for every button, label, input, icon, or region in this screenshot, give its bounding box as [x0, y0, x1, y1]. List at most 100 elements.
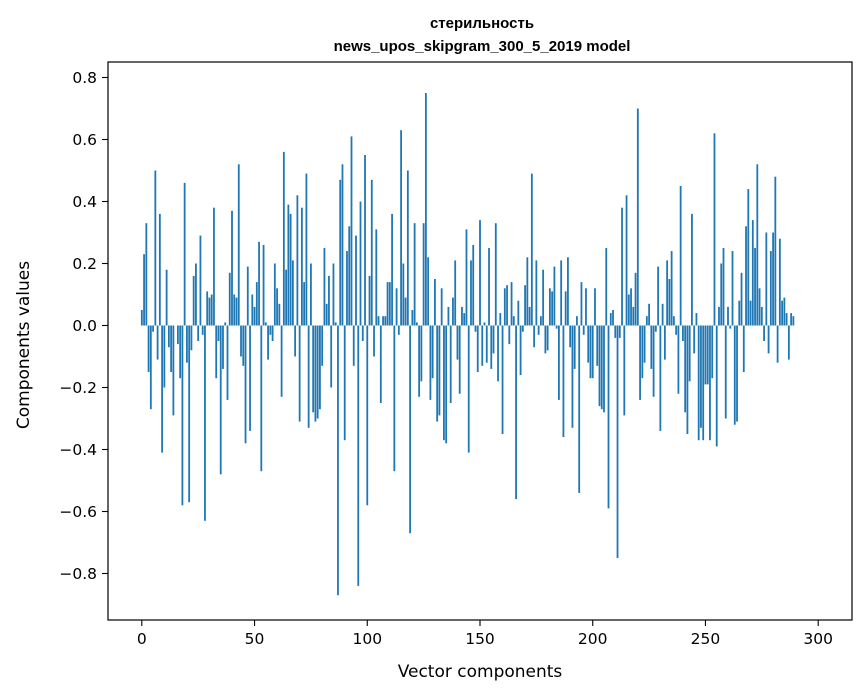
- bar: [409, 325, 412, 534]
- bar: [733, 325, 736, 425]
- bar: [643, 325, 646, 363]
- bar: [616, 325, 619, 558]
- bar: [427, 257, 430, 326]
- bar: [720, 263, 723, 326]
- bar: [695, 313, 698, 326]
- bar: [530, 173, 533, 326]
- bar: [526, 257, 529, 326]
- bar: [215, 325, 218, 379]
- bar: [431, 325, 434, 379]
- bar: [204, 325, 206, 521]
- bar: [488, 248, 490, 326]
- bar: [589, 325, 592, 379]
- bar: [542, 269, 545, 326]
- bar: [684, 325, 687, 413]
- bar: [226, 325, 229, 400]
- bar: [269, 325, 272, 335]
- bar: [152, 325, 154, 332]
- bar: [607, 325, 610, 509]
- bar: [296, 195, 299, 326]
- bar: [727, 306, 729, 326]
- bar: [278, 303, 281, 326]
- bar: [179, 325, 182, 379]
- bar: [751, 220, 754, 326]
- y-tick-label: −0.2: [59, 379, 97, 397]
- bar: [434, 279, 436, 326]
- bar: [364, 155, 366, 326]
- bar: [406, 170, 409, 326]
- bar: [675, 325, 678, 335]
- bar: [636, 108, 639, 326]
- bar: [614, 325, 617, 338]
- bar: [580, 282, 583, 326]
- bar: [558, 325, 560, 400]
- bar: [388, 282, 391, 326]
- bar: [228, 272, 231, 326]
- bar: [499, 313, 502, 326]
- bar: [548, 288, 551, 326]
- bar: [578, 325, 581, 493]
- bar: [544, 325, 547, 354]
- bar: [765, 232, 768, 326]
- bar: [167, 325, 170, 348]
- bar: [519, 325, 522, 376]
- y-tick-label: 0.4: [72, 193, 97, 211]
- bar: [305, 173, 308, 326]
- bar: [650, 325, 653, 369]
- bar: [510, 282, 513, 326]
- bar: [657, 266, 660, 326]
- bar: [476, 325, 479, 372]
- bar: [585, 288, 587, 326]
- bar: [262, 244, 265, 326]
- bar: [199, 235, 202, 326]
- bar: [472, 244, 475, 326]
- bar: [145, 223, 148, 326]
- bar: [368, 275, 371, 326]
- bar: [729, 325, 732, 329]
- bar: [465, 229, 468, 326]
- x-axis-ticks: 0 50 100 150 200 250 300: [137, 620, 833, 648]
- bar: [627, 294, 630, 326]
- bar: [244, 325, 247, 444]
- bar: [192, 275, 195, 326]
- bar: [341, 164, 344, 326]
- bar: [508, 325, 511, 345]
- bar: [555, 325, 558, 329]
- bar: [350, 136, 353, 326]
- bar: [490, 325, 493, 369]
- bar: [267, 325, 269, 360]
- bar: [512, 316, 515, 326]
- bar: [156, 325, 159, 360]
- bar: [260, 325, 263, 472]
- bar: [312, 325, 315, 413]
- bar: [758, 288, 761, 326]
- bar: [319, 325, 321, 410]
- bar: [454, 260, 457, 326]
- bar: [325, 303, 328, 326]
- bar: [400, 130, 402, 326]
- bar: [339, 179, 342, 326]
- bar: [666, 260, 669, 326]
- bar: [781, 300, 784, 326]
- bar: [691, 213, 693, 326]
- bar: [668, 279, 671, 326]
- bar: [240, 325, 242, 357]
- bar: [436, 325, 439, 422]
- y-tick-label: 0.6: [72, 131, 97, 149]
- bar: [424, 93, 427, 326]
- bar: [337, 325, 339, 596]
- bar: [397, 325, 400, 335]
- bar: [147, 325, 150, 372]
- y-tick-label: 0.0: [72, 317, 97, 335]
- bar: [492, 325, 495, 354]
- bar: [161, 325, 164, 453]
- bar: [285, 269, 288, 326]
- bar: [172, 325, 175, 416]
- bar: [630, 288, 632, 326]
- bar: [377, 316, 380, 326]
- bar: [515, 325, 517, 500]
- bar: [715, 325, 718, 447]
- bar: [474, 325, 477, 332]
- bar: [447, 306, 450, 326]
- bar: [648, 303, 650, 326]
